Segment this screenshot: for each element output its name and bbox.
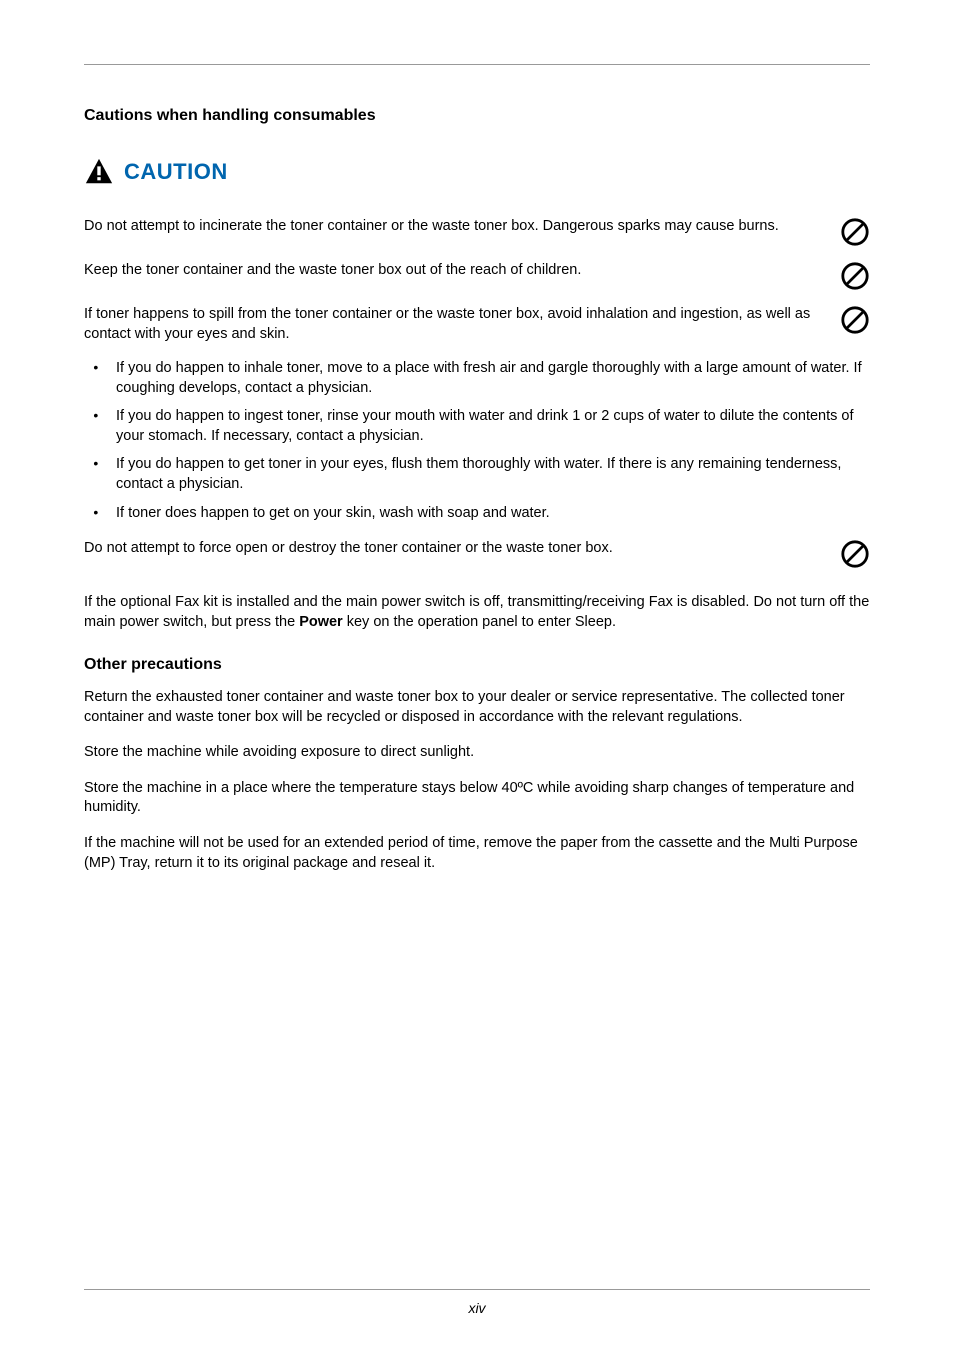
caution-header: CAUTION [84, 157, 870, 187]
other-para: If the machine will not be used for an e… [84, 834, 870, 873]
caution-item: Keep the toner container and the waste t… [84, 261, 870, 291]
page-number: xiv [0, 1300, 954, 1316]
prohibit-icon [840, 305, 870, 335]
bullet-item: If you do happen to inhale toner, move t… [110, 358, 870, 398]
top-rule [84, 64, 870, 65]
fax-note: If the optional Fax kit is installed and… [84, 593, 870, 632]
other-para: Store the machine in a place where the t… [84, 779, 870, 818]
caution-item: Do not attempt to incinerate the toner c… [84, 217, 870, 247]
fax-note-post: key on the operation panel to enter Slee… [343, 614, 616, 630]
caution-text: If toner happens to spill from the toner… [84, 305, 824, 344]
caution-text: Do not attempt to incinerate the toner c… [84, 217, 824, 237]
fax-note-bold: Power [299, 614, 343, 630]
prohibit-icon [840, 217, 870, 247]
caution-label: CAUTION [124, 159, 228, 185]
bottom-rule [84, 1289, 870, 1290]
prohibit-icon [840, 539, 870, 569]
caution-text: Keep the toner container and the waste t… [84, 261, 824, 281]
bullet-item: If you do happen to get toner in your ey… [110, 454, 870, 494]
caution-item: Do not attempt to force open or destroy … [84, 539, 870, 569]
prohibit-icon [840, 261, 870, 291]
bullet-list: If you do happen to inhale toner, move t… [84, 358, 870, 523]
section-title-consumables: Cautions when handling consumables [84, 107, 870, 125]
caution-item: If toner happens to spill from the toner… [84, 305, 870, 344]
other-para: Store the machine while avoiding exposur… [84, 743, 870, 763]
page-content: Cautions when handling consumables CAUTI… [0, 0, 954, 873]
bullet-item: If you do happen to ingest toner, rinse … [110, 406, 870, 446]
warning-triangle-icon [84, 157, 114, 187]
bullet-item: If toner does happen to get on your skin… [110, 503, 870, 524]
section-title-other: Other precautions [84, 656, 870, 674]
other-para: Return the exhausted toner container and… [84, 688, 870, 727]
caution-text: Do not attempt to force open or destroy … [84, 539, 824, 559]
